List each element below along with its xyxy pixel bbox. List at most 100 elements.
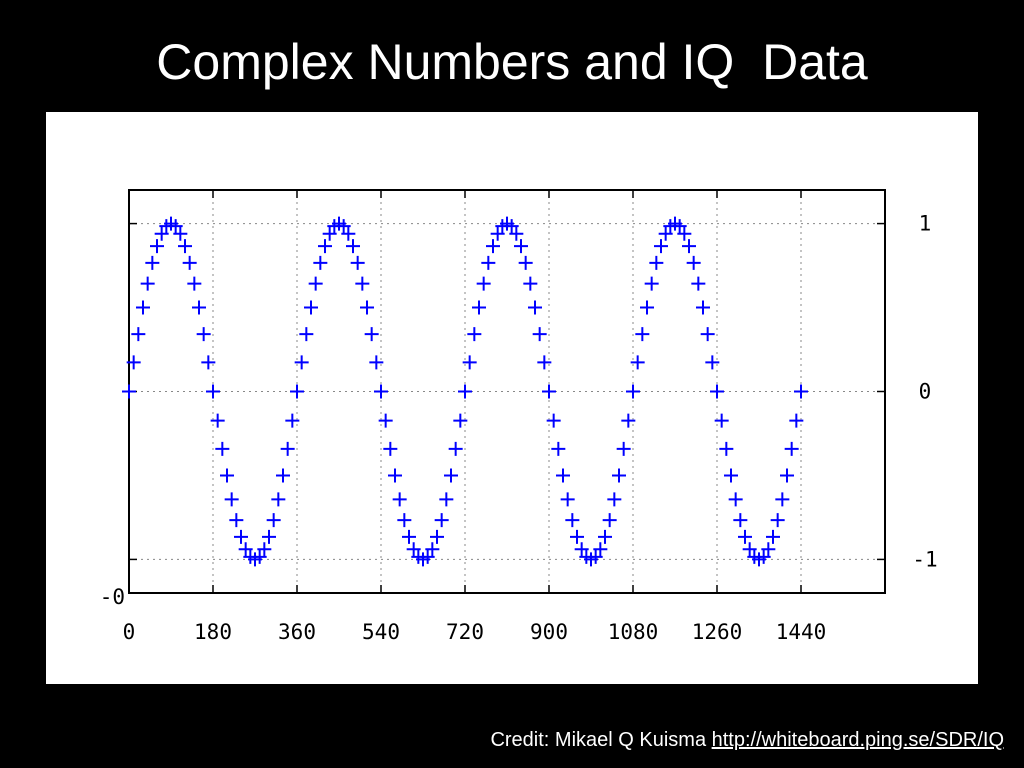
y-tick-label-2: -1 [912, 547, 937, 571]
data-point-110 [635, 327, 650, 342]
data-point-136 [756, 549, 771, 564]
data-point-143 [789, 413, 804, 428]
data-point-121 [686, 255, 701, 270]
data-point-106 [616, 441, 631, 456]
data-point-113 [649, 255, 664, 270]
credit-link[interactable]: http://whiteboard.ping.se/SDR/IQ [711, 729, 1004, 751]
data-point-133 [742, 542, 757, 557]
x-tick-label-5: 900 [530, 620, 568, 644]
data-point-36 [290, 384, 304, 399]
data-point-73 [462, 355, 477, 370]
data-point-19 [210, 413, 225, 428]
data-point-21 [220, 468, 234, 483]
data-point-61 [406, 542, 421, 557]
data-point-119 [677, 226, 692, 241]
data-point-115 [658, 226, 673, 241]
data-point-104 [607, 492, 622, 507]
data-point-55 [378, 413, 393, 428]
data-point-101 [593, 542, 608, 557]
data-point-15 [192, 300, 206, 315]
data-point-38 [299, 327, 314, 342]
data-point-33 [276, 468, 290, 483]
y-tick-label-1: 0 [919, 380, 932, 404]
data-point-137 [761, 542, 776, 557]
data-point-69 [444, 468, 458, 483]
data-point-30 [262, 529, 276, 544]
x-tick-label-8: 1440 [776, 620, 827, 644]
data-point-96 [570, 529, 584, 544]
data-point-18 [206, 384, 220, 399]
data-point-23 [229, 513, 244, 528]
data-point-100 [588, 549, 603, 564]
data-point-56 [383, 441, 398, 456]
data-point-131 [733, 513, 748, 528]
data-point-16 [196, 327, 211, 342]
data-point-64 [420, 549, 435, 564]
data-point-94 [560, 492, 575, 507]
x-tick-label-2: 360 [278, 620, 316, 644]
data-point-93 [556, 468, 570, 483]
data-point-35 [285, 413, 300, 428]
data-point-67 [434, 513, 449, 528]
y-tick-label-0: 1 [919, 212, 932, 236]
data-point-132 [738, 529, 752, 544]
data-point-127 [714, 413, 729, 428]
data-point-122 [691, 276, 706, 291]
data-point-74 [467, 327, 482, 342]
data-point-71 [453, 413, 468, 428]
data-point-32 [271, 492, 286, 507]
data-point-22 [224, 492, 239, 507]
data-point-39 [304, 300, 318, 315]
data-point-58 [392, 492, 407, 507]
data-point-20 [215, 441, 230, 456]
data-point-46 [336, 219, 351, 234]
data-point-105 [612, 468, 626, 483]
data-point-108 [626, 384, 640, 399]
data-point-48 [346, 239, 360, 254]
data-point-141 [780, 468, 794, 483]
data-point-142 [784, 441, 799, 456]
data-point-60 [402, 529, 416, 544]
data-point-95 [565, 513, 580, 528]
data-point-10 [168, 219, 183, 234]
data-point-50 [355, 276, 370, 291]
data-point-12 [178, 239, 192, 254]
data-point-7 [154, 226, 169, 241]
data-point-51 [360, 300, 374, 315]
slide-title: Complex Numbers and IQ Data [156, 34, 868, 90]
data-point-68 [439, 492, 454, 507]
data-point-28 [252, 549, 267, 564]
data-point-144 [794, 384, 808, 399]
data-point-1 [126, 355, 141, 370]
data-point-24 [234, 529, 248, 544]
x-tick-label-6: 1080 [608, 620, 659, 644]
data-point-86 [523, 276, 538, 291]
data-point-2 [131, 327, 146, 342]
data-point-125 [705, 355, 720, 370]
data-point-78 [486, 239, 500, 254]
sine-chart: 0 180 360 540 720 900 1080 1260 1440 1 0 -1 -0 [100, 189, 938, 644]
data-point-76 [476, 276, 491, 291]
data-point-43 [322, 226, 337, 241]
data-point-13 [182, 255, 197, 270]
data-point-102 [598, 529, 612, 544]
data-point-47 [341, 226, 356, 241]
data-point-54 [374, 384, 388, 399]
data-point-79 [490, 226, 505, 241]
data-point-118 [672, 219, 687, 234]
data-point-41 [313, 255, 328, 270]
data-point-90 [542, 384, 556, 399]
data-point-103 [602, 513, 617, 528]
data-point-123 [696, 300, 710, 315]
chart-panel: 0 180 360 540 720 900 1080 1260 1440 1 0 -1 -0 [46, 112, 978, 684]
x-tick-label-1: 180 [194, 620, 232, 644]
data-point-138 [766, 529, 780, 544]
data-point-97 [574, 542, 589, 557]
data-point-11 [173, 226, 188, 241]
data-point-3 [136, 300, 150, 315]
data-point-77 [481, 255, 496, 270]
x-tick-label-0: 0 [123, 620, 136, 644]
data-point-72 [458, 384, 472, 399]
data-point-42 [318, 239, 332, 254]
